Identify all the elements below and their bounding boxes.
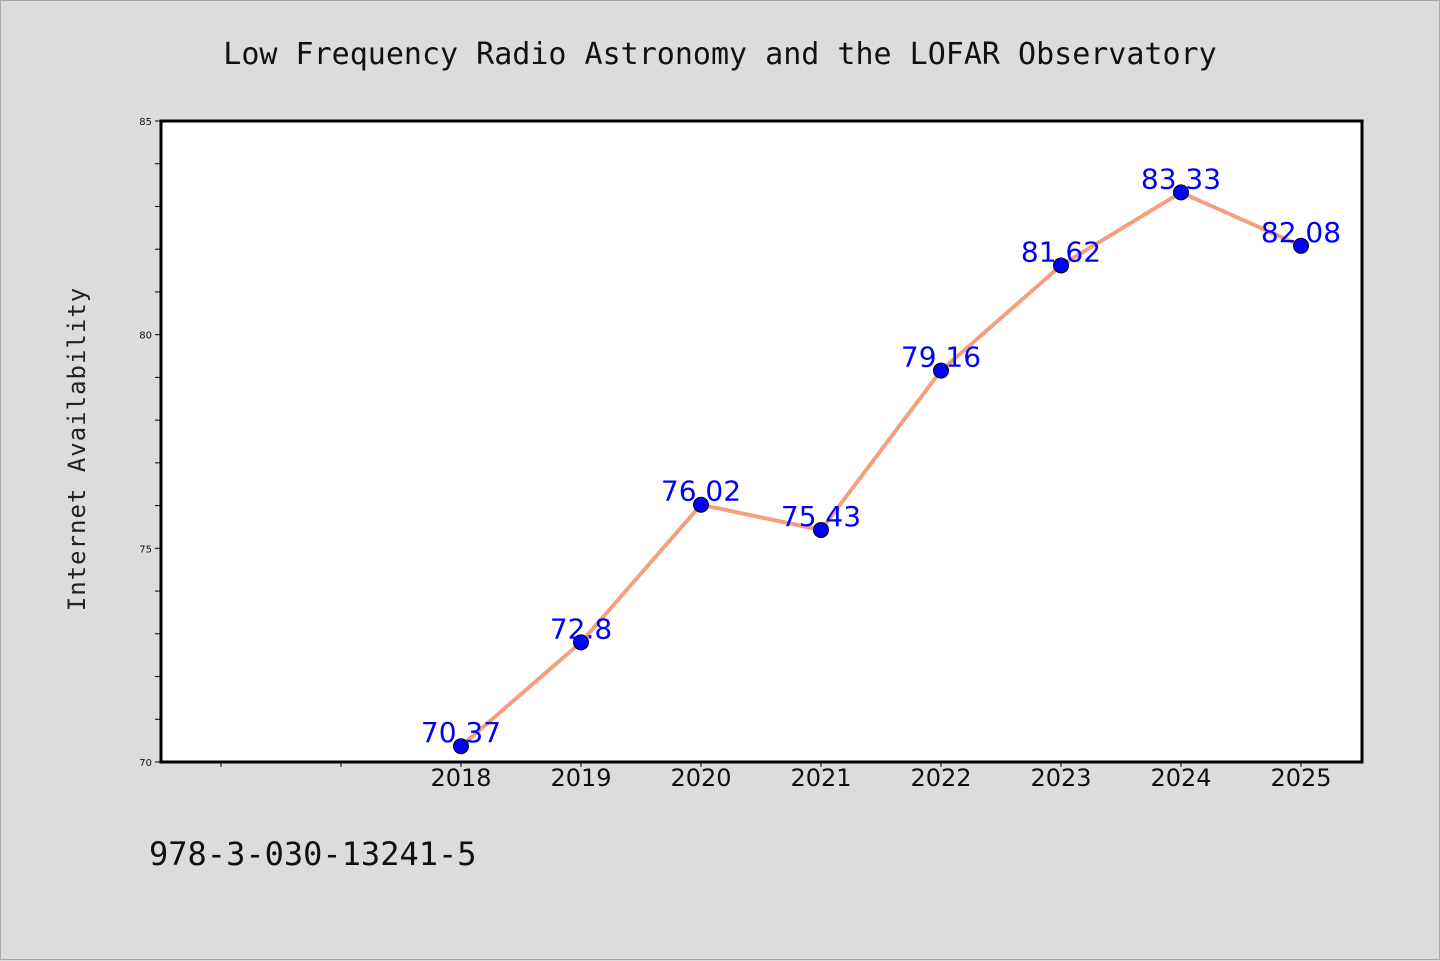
y-tick-label: 80	[139, 331, 152, 342]
chart-title: Low Frequency Radio Astronomy and the LO…	[223, 37, 1216, 72]
plot-frame	[159, 119, 1364, 764]
data-point	[1293, 237, 1309, 254]
x-tick-label: 2022	[910, 764, 971, 792]
data-point	[693, 496, 709, 513]
data-labels: 70.37 72.8 76.02 75.43 79.16 81.62 83.33 82.08	[421, 162, 1341, 749]
plot-area	[161, 121, 1362, 762]
x-tick-label: 2020	[670, 764, 731, 792]
x-tick-label: 2018	[430, 764, 491, 792]
x-axis-ticks: 2018 2019 2020 2021 2022 2023 2024 2025	[220, 762, 1332, 792]
data-point	[1053, 257, 1069, 274]
data-label: 72.8	[550, 612, 612, 645]
x-tick-label: 2019	[550, 764, 611, 792]
y-tick-label: 75	[139, 544, 152, 555]
data-label: 81.62	[1021, 235, 1101, 268]
data-point	[813, 521, 829, 538]
data-label: 70.37	[421, 716, 501, 749]
x-tick-label: 2023	[1030, 764, 1091, 792]
y-axis-label: Internet Availability	[63, 287, 91, 611]
series-markers	[453, 184, 1309, 755]
isbn-footer: 978-3-030-13241-5	[149, 835, 477, 873]
y-axis-ticks: 70 75 80 85	[139, 117, 161, 769]
data-point	[573, 634, 589, 651]
data-label: 82.08	[1261, 216, 1341, 249]
y-tick-label: 70	[139, 758, 152, 769]
data-point	[1173, 184, 1189, 201]
x-tick-label: 2025	[1270, 764, 1331, 792]
series-line	[459, 190, 1303, 749]
data-label: 75.43	[781, 500, 861, 533]
y-tick-label: 85	[139, 117, 152, 128]
x-tick-label: 2024	[1150, 764, 1211, 792]
x-tick-label: 2021	[790, 764, 851, 792]
data-point	[933, 362, 949, 379]
data-label: 83.33	[1141, 162, 1221, 195]
data-label: 79.16	[901, 341, 981, 374]
data-label: 76.02	[661, 475, 741, 508]
data-point	[453, 738, 469, 755]
